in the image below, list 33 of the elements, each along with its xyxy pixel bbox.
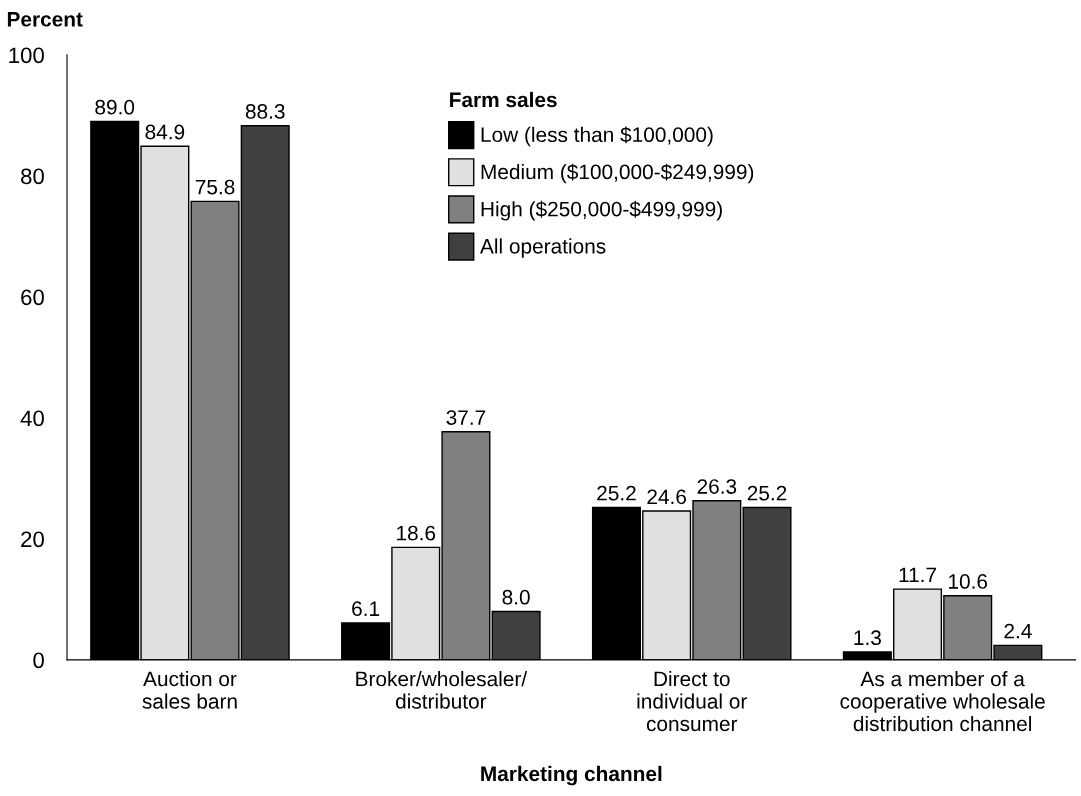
x-tick-label: Broker/wholesaler/ distributor — [356, 671, 528, 709]
x-tick-label: As a member of a cooperative wholesale distribution channel — [840, 671, 1045, 732]
data-label: 25.2 — [747, 485, 787, 501]
legend-title: Farm sales — [450, 91, 557, 108]
data-label: 24.6 — [647, 489, 687, 505]
data-label: 8.0 — [502, 589, 530, 605]
y-tick-label: 20 — [21, 531, 44, 548]
data-label: 75.8 — [195, 179, 235, 195]
y-tick-label: 100 — [9, 47, 44, 64]
x-tick-label: Direct to individual or consumer — [637, 671, 747, 732]
data-label: 2.4 — [1004, 623, 1032, 639]
y-axis-title: Percent — [7, 12, 83, 27]
legend-label: All operations — [480, 238, 606, 258]
legend-label: Low (less than $100,000) — [481, 126, 713, 147]
data-label: 1.3 — [854, 630, 881, 646]
x-tick-label: Auction or sales barn — [142, 671, 237, 709]
y-tick-label: 0 — [33, 652, 44, 669]
x-axis-title: Marketing channel — [481, 765, 662, 786]
y-tick-label: 80 — [21, 168, 44, 185]
data-label: 11.7 — [899, 567, 936, 582]
data-label: 10.6 — [949, 574, 988, 589]
data-label: 88.3 — [245, 104, 285, 119]
legend-label: Medium ($100,000-$249,999) — [481, 163, 754, 184]
data-label: 37.7 — [446, 410, 486, 425]
data-label: 6.1 — [352, 601, 380, 617]
data-label: 89.0 — [95, 99, 135, 115]
data-label: 18.6 — [397, 525, 436, 541]
data-label: 25.2 — [597, 485, 636, 501]
y-tick-label: 60 — [21, 289, 44, 306]
data-label: 26.3 — [697, 479, 737, 494]
data-label: 84.9 — [145, 124, 185, 140]
legend-label: High ($250,000-$499,999) — [481, 200, 722, 221]
y-tick-label: 40 — [20, 410, 44, 427]
